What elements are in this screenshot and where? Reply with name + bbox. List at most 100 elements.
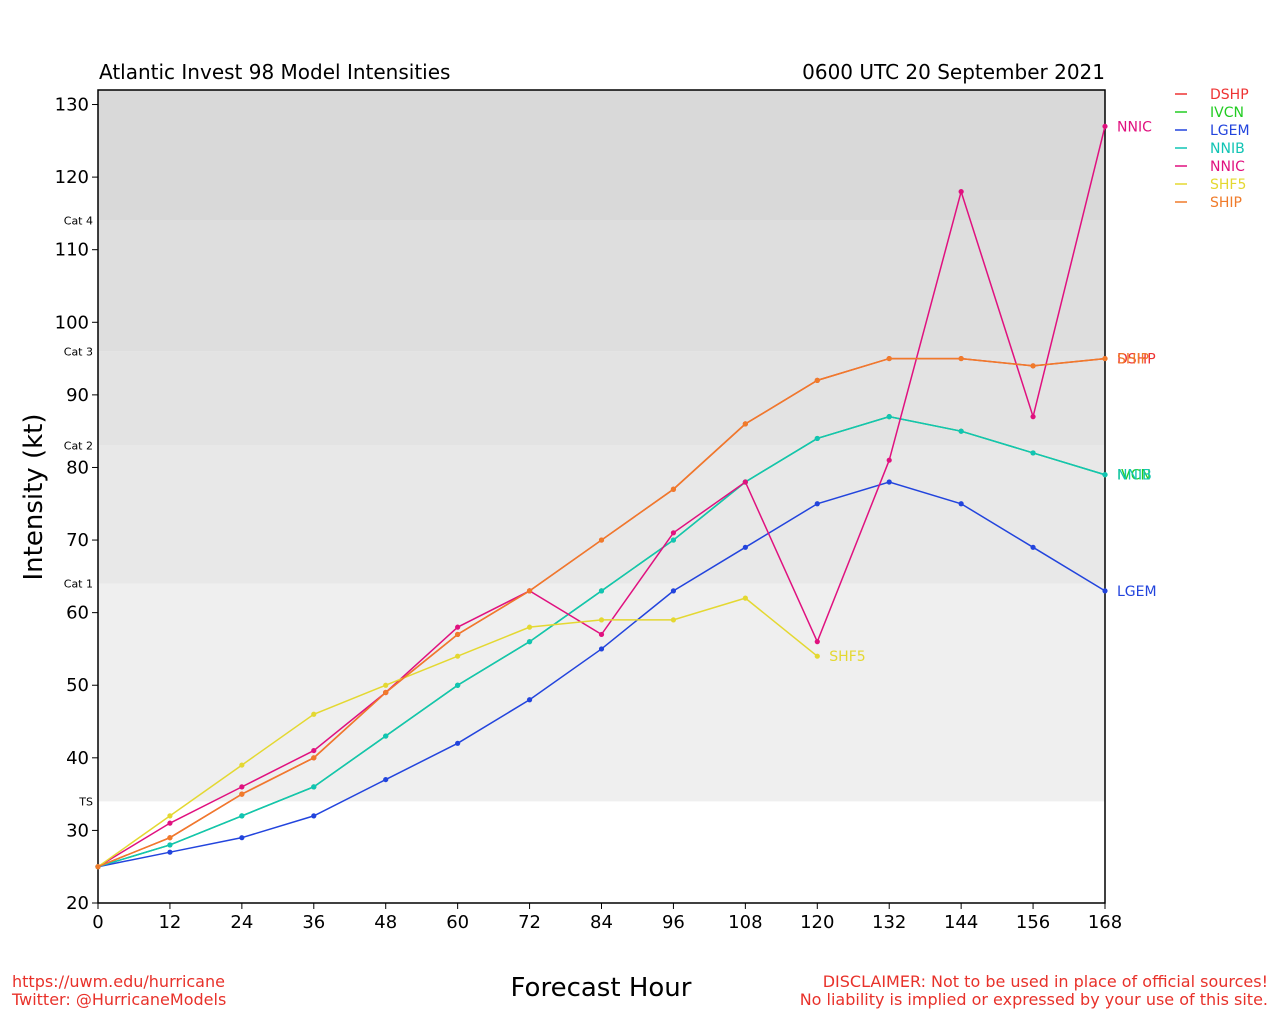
category-label-cat-3: Cat 3 (64, 345, 93, 358)
data-point-nnic (814, 639, 820, 645)
category-label-cat-1: Cat 1 (64, 578, 93, 591)
data-point-ship (814, 377, 820, 383)
data-point-ship (886, 355, 892, 362)
category-label-cat-2: Cat 2 (64, 440, 93, 453)
category-bands (98, 90, 1105, 802)
data-point-lgem (670, 588, 677, 594)
legend-item-ivcn: IVCN (1175, 105, 1244, 121)
legend-label: SHIP (1210, 195, 1242, 211)
band-cat-1 (98, 445, 1105, 584)
data-point-lgem (383, 776, 389, 783)
legend-item-ship: SHIP (1175, 195, 1242, 211)
end-label-lgem: LGEM (1117, 584, 1157, 600)
legend-item-lgem: LGEM (1175, 123, 1250, 139)
data-point-nnib (958, 428, 964, 434)
y-tick-label: 100 (55, 312, 89, 333)
y-tick-label: 90 (66, 385, 89, 406)
data-point-nnib (886, 414, 892, 420)
band-cat-2 (98, 351, 1105, 446)
data-point-shf5 (311, 711, 317, 717)
data-point-nnib (526, 639, 533, 645)
x-tick-label: 0 (92, 912, 103, 933)
series-end-labels: DSHP IVCN LGEM NNIB NNIC SHF5 SHIP (829, 119, 1156, 665)
legend-label: NNIC (1210, 159, 1245, 175)
chart-title: Atlantic Invest 98 Model Intensities (99, 60, 450, 84)
series-ship (95, 355, 1108, 870)
data-point-nnic (167, 820, 173, 826)
data-point-ship (383, 689, 389, 696)
legend-item-nnic: NNIC (1175, 159, 1245, 175)
data-point-lgem (598, 646, 605, 652)
data-point-ship (958, 355, 964, 362)
y-axis-ticks: 20 30 40 50 60 70 80 90 100 110 120 130 (55, 95, 98, 914)
data-point-shf5 (814, 653, 820, 659)
chart-subtitle: 0600 UTC 20 September 2021 (802, 60, 1105, 84)
data-point-nnib (239, 813, 245, 819)
data-point-ship (455, 631, 461, 638)
data-point-ship (598, 537, 605, 543)
x-tick-label: 48 (374, 912, 397, 933)
data-point-ship (1030, 363, 1036, 369)
data-point-nnib (670, 537, 677, 543)
data-point-nnic (1030, 414, 1036, 420)
data-point-shf5 (670, 617, 677, 623)
legend-label: DSHP (1210, 87, 1249, 103)
data-point-nnib (311, 784, 317, 790)
x-tick-label: 36 (302, 912, 325, 933)
legend: DSHP IVCN LGEM NNIB NNIC SHF5 SHIP (1175, 87, 1250, 211)
data-point-nnic (958, 189, 964, 195)
data-point-ship (95, 864, 101, 870)
data-point-lgem (311, 813, 317, 819)
legend-item-shf5: SHF5 (1175, 177, 1246, 193)
y-tick-label: 130 (55, 95, 89, 116)
data-point-shf5 (167, 813, 173, 819)
data-point-nnib (1102, 472, 1108, 478)
data-point-nnic (670, 530, 677, 536)
x-tick-label: 96 (662, 912, 685, 933)
data-point-nnic (239, 784, 245, 790)
data-point-ship (1102, 355, 1108, 362)
data-point-shf5 (526, 624, 533, 630)
footer-website: https://uwm.edu/hurricane (12, 972, 225, 991)
disclaimer-line-2: No liability is implied or expressed by … (799, 990, 1268, 1009)
data-point-lgem (814, 501, 820, 507)
end-label-ship: SHIP (1117, 352, 1149, 368)
data-point-shf5 (383, 682, 389, 688)
category-labels: TS Cat 1 Cat 2 Cat 3 Cat 4 (64, 215, 93, 809)
data-point-nnib (167, 842, 173, 848)
legend-label: IVCN (1210, 105, 1244, 121)
legend-label: LGEM (1210, 123, 1250, 139)
end-label-nnic: NNIC (1117, 119, 1152, 135)
end-label-ivcn: IVCN (1117, 468, 1151, 484)
disclaimer-line-1: DISCLAIMER: Not to be used in place of o… (822, 972, 1268, 991)
data-point-nnic (742, 479, 748, 485)
data-point-nnic (311, 747, 317, 754)
data-point-nnic (1102, 123, 1108, 129)
data-point-shf5 (598, 617, 605, 623)
legend-label: NNIB (1210, 141, 1245, 157)
data-point-ship (167, 835, 173, 841)
category-label-ts: TS (78, 795, 93, 808)
y-tick-label: 50 (66, 675, 89, 696)
x-axis-ticks: 0 12 24 36 48 60 72 84 96 108 120 132 144 156 168 (92, 903, 1122, 933)
end-label-nnib: NNIB (1117, 468, 1152, 484)
data-point-nnib (598, 588, 605, 594)
data-point-lgem (526, 697, 533, 703)
data-point-shf5 (455, 653, 461, 659)
y-axis-label: Intensity (kt) (19, 414, 49, 581)
series-lines (95, 123, 1108, 870)
data-point-ship (311, 755, 317, 761)
series-shf5 (95, 595, 820, 870)
band-ts (98, 583, 1105, 802)
data-point-ship (239, 791, 245, 797)
y-tick-label: 60 (66, 603, 89, 624)
legend-label: SHF5 (1210, 177, 1246, 193)
data-point-ship (742, 421, 748, 427)
y-tick-label: 30 (66, 820, 89, 841)
data-point-nnib (383, 733, 389, 739)
y-tick-label: 40 (66, 748, 89, 769)
x-tick-label: 132 (872, 912, 906, 933)
y-tick-label: 20 (66, 893, 89, 914)
y-tick-label: 110 (55, 240, 89, 261)
